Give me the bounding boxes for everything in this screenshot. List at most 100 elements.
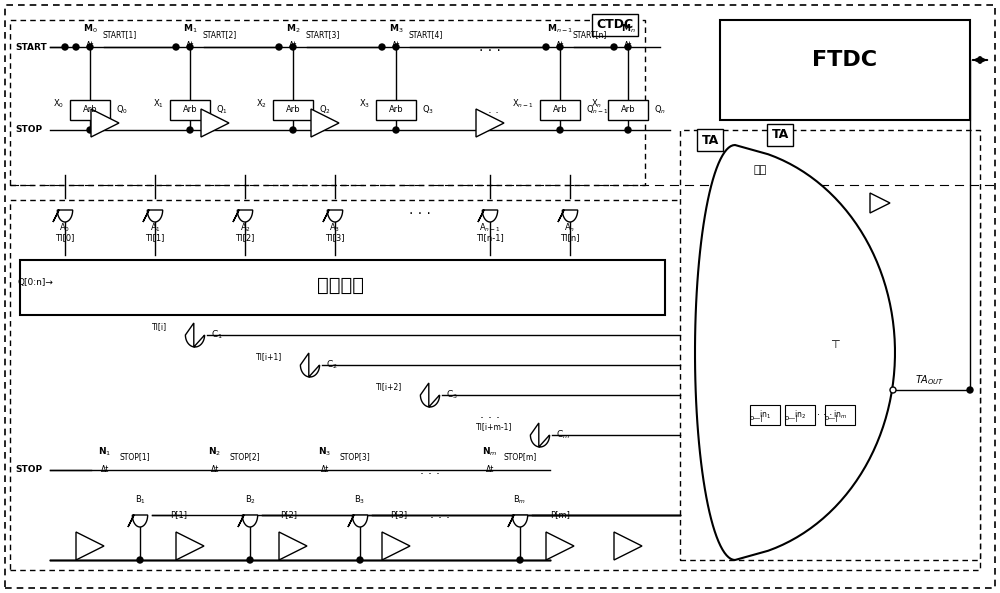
Text: Q$_n$: Q$_n$ [654,104,666,116]
Text: . . .: . . . [481,105,499,115]
Text: 数字模块: 数字模块 [316,276,364,295]
Text: Δt: Δt [186,42,194,50]
Circle shape [379,44,385,50]
Text: START: START [15,43,47,52]
Polygon shape [279,532,307,560]
Polygon shape [128,515,148,527]
Circle shape [87,44,93,50]
Text: TA: TA [771,129,789,142]
Polygon shape [546,532,574,560]
Text: N$_1$: N$_1$ [98,446,112,458]
Text: Arb: Arb [553,106,567,114]
Text: o—|: o—| [750,415,764,422]
Circle shape [543,44,549,50]
Text: STOP[m]: STOP[m] [503,452,537,461]
Polygon shape [348,515,368,527]
Text: A$_n$: A$_n$ [564,222,576,234]
Text: A$_0$: A$_0$ [59,222,71,234]
Text: . . .: . . . [420,464,440,477]
Text: . . .: . . . [479,40,501,54]
Text: M$_n$: M$_n$ [621,23,635,35]
Text: Arb: Arb [389,106,403,114]
Polygon shape [300,353,320,377]
Text: X$_n$: X$_n$ [591,98,602,110]
Text: TI[2]: TI[2] [235,234,255,243]
Text: C$_3$: C$_3$ [446,389,458,401]
Text: TI[i]: TI[i] [152,323,167,331]
Text: · · ·: · · · [817,410,833,420]
Text: A$_{n-1}$: A$_{n-1}$ [479,222,501,234]
Circle shape [137,557,143,563]
Text: START[1]: START[1] [103,30,137,40]
Text: START[2]: START[2] [203,30,237,40]
Circle shape [393,44,399,50]
Text: X$_2$: X$_2$ [256,98,267,110]
Text: X$_3$: X$_3$ [359,98,370,110]
Text: STOP: STOP [15,466,42,474]
Circle shape [73,44,79,50]
Text: Δt: Δt [86,42,94,50]
Text: B$_3$: B$_3$ [354,494,366,506]
Text: N$_3$: N$_3$ [318,446,332,458]
Text: Q$_2$: Q$_2$ [319,104,331,116]
Text: TI[n]: TI[n] [560,234,580,243]
Circle shape [517,557,523,563]
FancyBboxPatch shape [273,100,313,120]
Text: C$_m$: C$_m$ [556,429,570,441]
Polygon shape [530,423,550,447]
Polygon shape [614,532,642,560]
Text: STOP[1]: STOP[1] [120,452,150,461]
Polygon shape [382,532,410,560]
Text: in$_1$: in$_1$ [759,409,771,421]
Circle shape [611,44,617,50]
Polygon shape [53,210,73,222]
FancyBboxPatch shape [825,405,855,425]
Text: Q$_{n-1}$: Q$_{n-1}$ [586,104,609,116]
Text: in$_m$: in$_m$ [833,409,847,421]
Text: START[3]: START[3] [306,30,340,40]
Polygon shape [478,210,498,222]
Text: X$_1$: X$_1$ [153,98,164,110]
Text: B$_1$: B$_1$ [135,494,145,506]
FancyBboxPatch shape [376,100,416,120]
Text: Δt: Δt [392,42,400,50]
Circle shape [357,557,363,563]
Text: in$_2$: in$_2$ [794,409,806,421]
Polygon shape [176,532,204,560]
Text: Q[0:n]→: Q[0:n]→ [18,279,54,288]
Text: TI[n-1]: TI[n-1] [476,234,504,243]
FancyBboxPatch shape [5,5,995,588]
Polygon shape [420,383,440,407]
Circle shape [62,44,68,50]
Text: TI[0]: TI[0] [55,234,75,243]
Text: TI[i+2]: TI[i+2] [376,382,402,391]
Text: TI[3]: TI[3] [325,234,345,243]
Text: M$_{n-1}$: M$_{n-1}$ [547,23,573,35]
Text: TI[i+m-1]: TI[i+m-1] [476,422,512,432]
Text: STOP: STOP [15,126,42,135]
Text: STOP[2]: STOP[2] [230,452,260,461]
Polygon shape [143,210,163,222]
Text: . . .: . . . [430,509,450,521]
FancyBboxPatch shape [540,100,580,120]
Text: . . .: . . . [480,409,500,422]
Text: Arb: Arb [183,106,197,114]
Text: Arb: Arb [621,106,635,114]
Text: P[m]: P[m] [550,511,570,519]
Circle shape [557,127,563,133]
Circle shape [173,44,179,50]
Text: o—|: o—| [825,415,839,422]
Circle shape [247,557,253,563]
FancyBboxPatch shape [720,20,970,120]
Text: TI[i+1]: TI[i+1] [256,352,282,362]
Text: ⊥: ⊥ [830,413,840,423]
Polygon shape [185,323,205,347]
Text: B$_m$: B$_m$ [513,494,527,506]
Text: X$_0$: X$_0$ [53,98,64,110]
Circle shape [290,127,296,133]
Polygon shape [508,515,528,527]
Text: TA: TA [701,133,719,146]
Polygon shape [76,532,104,560]
Text: C$_2$: C$_2$ [326,359,338,371]
Circle shape [87,127,93,133]
